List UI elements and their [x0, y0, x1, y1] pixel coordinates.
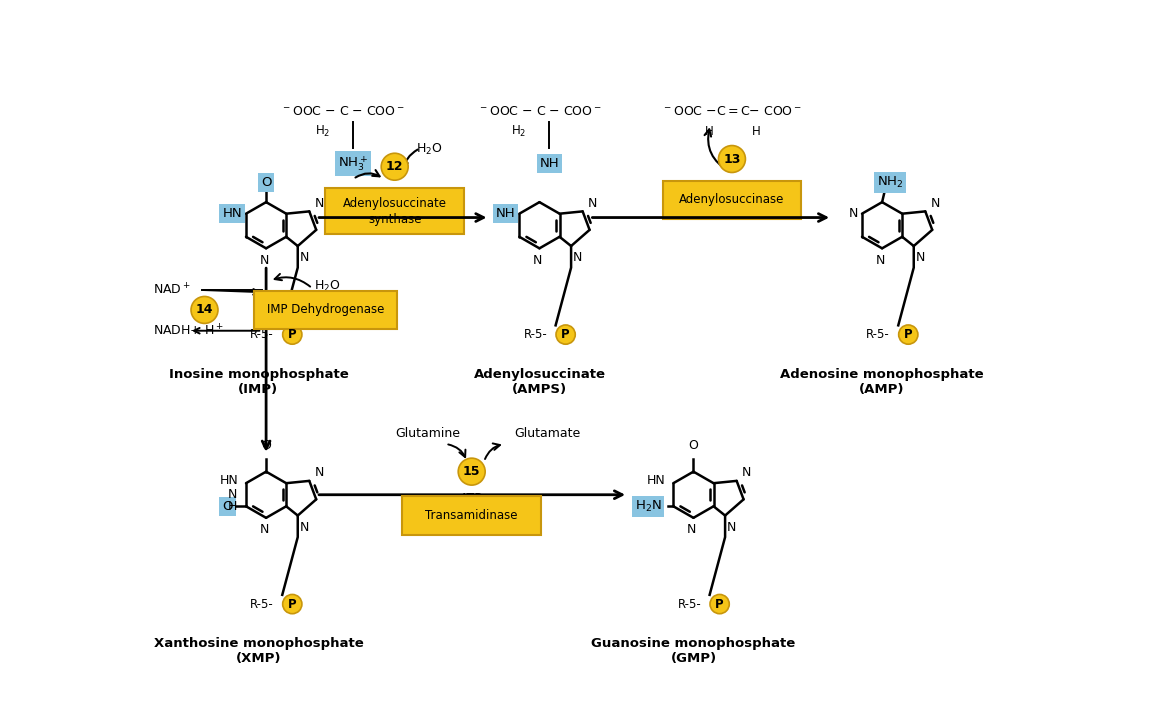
Text: 15: 15	[463, 465, 480, 478]
Text: N: N	[260, 523, 269, 536]
Circle shape	[710, 594, 730, 614]
Text: 12: 12	[386, 160, 404, 173]
FancyBboxPatch shape	[253, 291, 397, 329]
Text: N: N	[314, 197, 325, 210]
Text: NAD$^+$: NAD$^+$	[153, 282, 191, 297]
Text: HN: HN	[222, 207, 242, 220]
Text: N: N	[573, 251, 582, 264]
Text: N: N	[299, 251, 308, 264]
Text: 13: 13	[723, 152, 740, 165]
Circle shape	[458, 458, 486, 485]
Text: H$_2$: H$_2$	[511, 123, 526, 139]
Text: Adenylosuccinase: Adenylosuccinase	[679, 193, 785, 206]
Text: NH$_3^+$: NH$_3^+$	[338, 155, 368, 173]
Circle shape	[283, 594, 302, 614]
Text: Glutamate: Glutamate	[514, 427, 580, 440]
Text: N: N	[876, 253, 885, 266]
Circle shape	[718, 146, 746, 173]
Text: N: N	[533, 253, 542, 266]
FancyBboxPatch shape	[403, 496, 541, 535]
Text: N: N	[687, 523, 696, 536]
Text: P: P	[562, 328, 570, 341]
Text: N: N	[299, 521, 308, 534]
Text: H$_2$O: H$_2$O	[314, 279, 341, 295]
Circle shape	[556, 325, 576, 344]
Text: 14: 14	[196, 303, 213, 316]
Text: P: P	[288, 598, 297, 611]
Text: N: N	[848, 207, 859, 220]
Text: HN: HN	[647, 474, 665, 487]
Text: H: H	[228, 500, 237, 513]
Text: P: P	[904, 328, 913, 341]
Text: N: N	[726, 521, 735, 534]
Text: Adenylosuccinate
(AMPS): Adenylosuccinate (AMPS)	[473, 367, 605, 396]
Text: P: P	[288, 328, 297, 341]
Text: NH$_2$: NH$_2$	[877, 175, 904, 191]
Text: ATP: ATP	[460, 492, 483, 505]
Text: Xanthosine monophosphate
(XMP): Xanthosine monophosphate (XMP)	[153, 638, 364, 665]
Text: NH: NH	[496, 207, 516, 220]
Text: H: H	[753, 125, 761, 138]
Text: $^-$OOC $-$ C $-$ COO$^-$: $^-$OOC $-$ C $-$ COO$^-$	[478, 105, 601, 118]
Circle shape	[381, 153, 409, 180]
Text: N: N	[588, 197, 597, 210]
Text: R-5-: R-5-	[524, 328, 547, 341]
Text: R-5-: R-5-	[250, 598, 274, 611]
Text: N: N	[228, 488, 237, 501]
Text: O: O	[222, 500, 233, 513]
Text: H$_2$: H$_2$	[314, 123, 330, 139]
Text: Transamidinase: Transamidinase	[426, 509, 518, 522]
Text: Glutamine: Glutamine	[395, 427, 460, 440]
Text: Inosine monophosphate
(IMP): Inosine monophosphate (IMP)	[168, 367, 349, 396]
Text: $^-$OOC $-$C$=$C$-$ COO$^-$: $^-$OOC $-$C$=$C$-$ COO$^-$	[662, 105, 802, 118]
Text: GTP, Mg$^{2+}$: GTP, Mg$^{2+}$	[363, 187, 426, 206]
Text: N: N	[260, 253, 269, 266]
Text: N: N	[915, 251, 924, 264]
Text: R-5-: R-5-	[250, 328, 274, 341]
Text: H: H	[704, 125, 714, 138]
Text: Guanosine monophosphate
(GMP): Guanosine monophosphate (GMP)	[592, 638, 795, 665]
Circle shape	[899, 325, 917, 344]
Text: N: N	[931, 197, 940, 210]
Text: Adenylosuccinate
synthase: Adenylosuccinate synthase	[343, 197, 447, 226]
Text: IMP Dehydrogenase: IMP Dehydrogenase	[267, 303, 384, 316]
Circle shape	[191, 297, 218, 323]
Text: O: O	[688, 440, 699, 453]
Text: Adenosine monophosphate
(AMP): Adenosine monophosphate (AMP)	[780, 367, 984, 396]
FancyBboxPatch shape	[663, 180, 801, 219]
Text: H$_2$O: H$_2$O	[417, 142, 443, 157]
Text: O: O	[261, 440, 270, 453]
Text: NH: NH	[540, 157, 559, 170]
FancyBboxPatch shape	[326, 188, 464, 235]
Circle shape	[283, 325, 302, 344]
Text: NADH$\mathregular{+}$ H$^+$: NADH$\mathregular{+}$ H$^+$	[153, 323, 224, 339]
Text: $^-$OOC $-$ C $-$ COO$^-$: $^-$OOC $-$ C $-$ COO$^-$	[281, 105, 405, 118]
Text: P: P	[715, 598, 724, 611]
Text: R-5-: R-5-	[678, 598, 701, 611]
Text: HN: HN	[220, 474, 238, 487]
Text: N: N	[742, 466, 752, 479]
Text: N: N	[314, 466, 325, 479]
Text: O: O	[261, 176, 272, 189]
Text: R-5-: R-5-	[866, 328, 890, 341]
Text: H$_2$N: H$_2$N	[634, 499, 662, 514]
